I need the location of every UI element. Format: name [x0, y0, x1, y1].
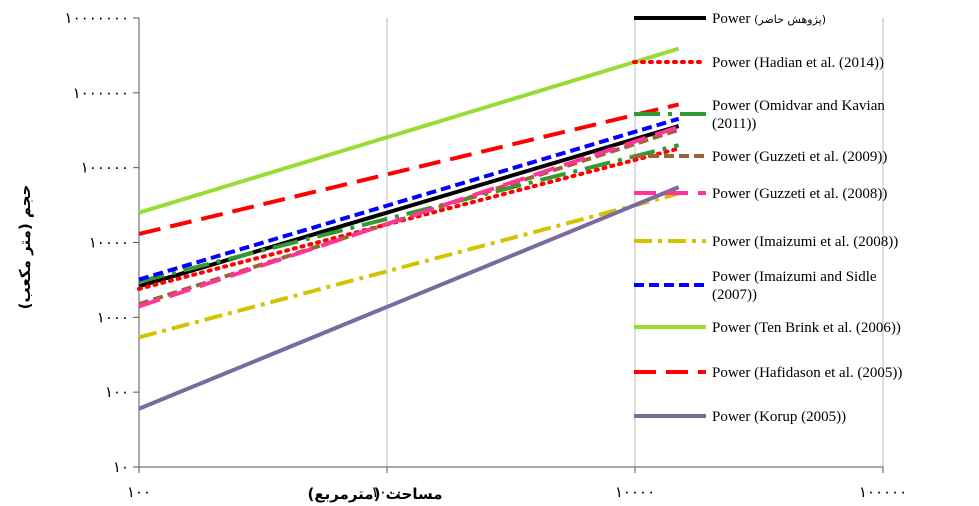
- y-tick-label: ۱۰۰: [105, 383, 129, 401]
- legend: Power (پژوهش حاضر) Power (Hadian et al. (…: [632, 11, 902, 425]
- legend-label: Power (Omidvar and Kavian (2011)): [712, 98, 885, 132]
- x-axis: ۱۰۰ ۱۰۰۰ ۱۰۰۰۰ ۱۰۰۰۰۰: [127, 466, 907, 501]
- y-tick-label: ۱۰۰۰۰۰۰: [73, 84, 129, 102]
- series-line: [138, 102, 680, 236]
- x-axis-title: مساحت (مترمربع): [307, 485, 442, 503]
- legend-label: Power (پژوهش حاضر): [712, 11, 826, 27]
- legend-label: Power (Guzzeti et al. (2009)): [712, 149, 887, 165]
- y-tick-label: ۱۰۰۰: [97, 308, 129, 326]
- legend-label: Power (Ten Brink et al. (2006)): [712, 320, 901, 336]
- series-line: [138, 127, 680, 307]
- x-tick-label: ۱۰۰: [127, 483, 151, 501]
- x-tick-label: ۱۰۰۰: [371, 483, 403, 501]
- legend-label: Power (Hadian et al. (2014)): [712, 55, 884, 71]
- series-group: [137, 46, 681, 411]
- legend-label: Power (Hafidason et al. (2005)): [712, 365, 902, 381]
- series-line: [138, 185, 680, 411]
- legend-label: Power (Guzzeti et al. (2008)): [712, 186, 887, 202]
- y-tick-label: ۱۰۰۰۰۰: [81, 159, 129, 177]
- y-tick-label: ۱۰۰۰۰: [89, 234, 129, 252]
- legend-label: Power (Imaizumi and Sidle (2007)): [712, 269, 877, 303]
- y-tick-label: ۱۰: [113, 458, 129, 476]
- legend-label-rest: (پژوهش حاضر): [754, 13, 826, 26]
- y-tick-label: ۱۰۰۰۰۰۰۰: [65, 9, 129, 27]
- x-tick-label: ۱۰۰۰۰۰: [859, 483, 907, 501]
- series-line: [138, 143, 680, 284]
- series-line: [138, 125, 680, 309]
- series-line: [138, 191, 680, 340]
- y-axis-title: حجم (متر مکعب): [16, 185, 34, 310]
- x-tick-label: ۱۰۰۰۰: [615, 483, 655, 501]
- series-line: [137, 146, 681, 291]
- series-line: [138, 116, 680, 282]
- legend-label-prefix: Power: [712, 11, 754, 27]
- y-axis: ۱۰ ۱۰۰ ۱۰۰۰ ۱۰۰۰۰ ۱۰۰۰۰۰ ۱۰۰۰۰۰۰ ۱۰۰۰۰۰۰۰: [65, 9, 140, 476]
- series-line: [138, 46, 680, 215]
- legend-label: Power (Korup (2005)): [712, 409, 846, 425]
- legend-label: Power (Imaizumi et al. (2008)): [712, 234, 898, 250]
